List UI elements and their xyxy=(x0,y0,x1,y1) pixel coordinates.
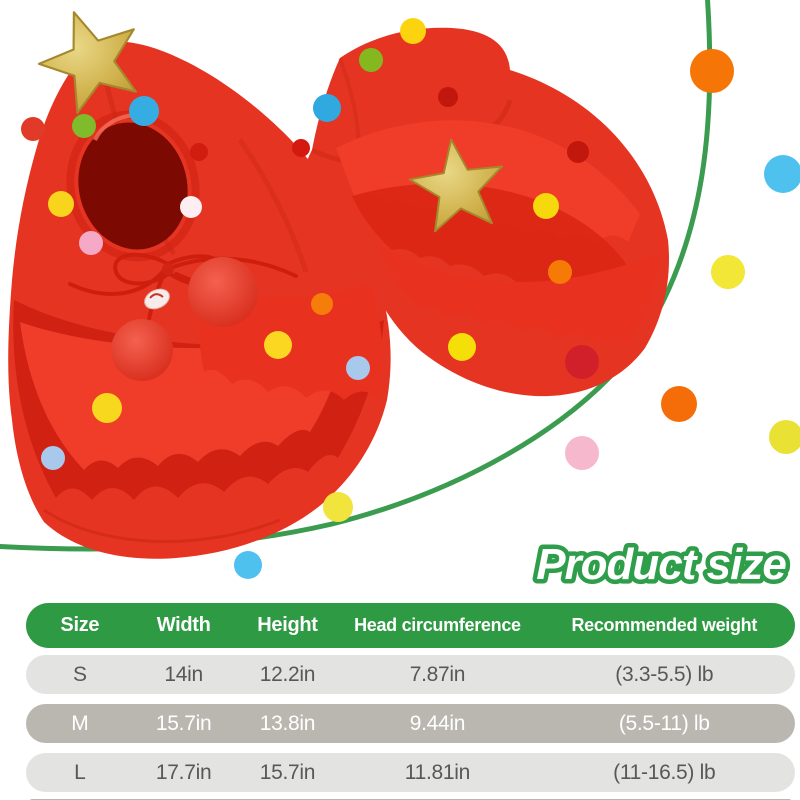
cell-width: 14in xyxy=(164,662,203,686)
cell-size: S xyxy=(72,662,87,686)
pom-dot xyxy=(129,96,159,126)
hood-face-opening xyxy=(78,122,188,250)
column-header-height: Height xyxy=(257,614,318,636)
pom-dot xyxy=(92,393,122,423)
gold-star-icon xyxy=(37,11,138,115)
cell-recommended-weight: (11-16.5) lb xyxy=(613,760,716,784)
red-pom-large xyxy=(111,319,173,381)
pom-dot xyxy=(565,436,599,470)
table-header-row: Size Width Height Head circumference Rec… xyxy=(26,603,795,648)
pom-dot xyxy=(323,492,353,522)
pom-dot xyxy=(448,333,476,361)
pom-dot xyxy=(661,386,697,422)
pom-dot xyxy=(292,139,310,157)
cell-height: 15.7in xyxy=(259,760,316,784)
red-pom-large xyxy=(188,257,258,327)
cell-height: 13.8in xyxy=(259,711,316,735)
pom-dot xyxy=(711,255,745,289)
cell-size: L xyxy=(74,760,86,784)
pom-dot xyxy=(264,331,292,359)
pom-dot xyxy=(48,191,74,217)
table-row-size-m: M 15.7in 13.8in 9.44in (5.5-11) lb xyxy=(26,704,795,743)
pom-dot xyxy=(764,155,800,193)
cell-width: 15.7in xyxy=(155,711,212,735)
pom-dot xyxy=(79,231,103,255)
pom-dot xyxy=(533,193,559,219)
pom-dot xyxy=(180,196,202,218)
pom-dot xyxy=(234,551,262,579)
product-size-label: Product size xyxy=(536,540,786,589)
column-header-width: Width xyxy=(156,614,211,636)
pom-dot xyxy=(190,143,208,161)
size-table: Size Width Height Head circumference Rec… xyxy=(26,603,795,800)
cell-recommended-weight: (5.5-11) lb xyxy=(618,711,710,735)
pom-dot xyxy=(548,260,572,284)
cell-size: M xyxy=(71,711,89,735)
pom-dot xyxy=(72,114,96,138)
pom-dot xyxy=(438,87,458,107)
brand-tag xyxy=(144,288,170,310)
pom-dot xyxy=(359,48,383,72)
pom-dot xyxy=(346,356,370,380)
column-header-recommended-weight: Recommended weight xyxy=(571,615,758,635)
table-row-size-s: S 14in 12.2in 7.87in (3.3-5.5) lb xyxy=(26,655,795,694)
cell-width: 17.7in xyxy=(155,760,212,784)
pom-dot xyxy=(21,117,45,141)
pom-dot xyxy=(769,420,800,454)
gold-star-icon xyxy=(408,138,504,233)
cell-head-circumference: 11.81in xyxy=(404,760,471,784)
product-photo-art: Product size xyxy=(0,0,800,594)
pom-dot xyxy=(400,18,426,44)
column-header-size: Size xyxy=(60,614,100,636)
table-row-size-l: L 17.7in 15.7in 11.81in (11-16.5) lb xyxy=(26,753,795,792)
column-header-head-circumference: Head circumference xyxy=(354,615,521,635)
cell-head-circumference: 9.44in xyxy=(409,711,466,735)
pom-dot xyxy=(565,345,599,379)
pom-dot xyxy=(313,94,341,122)
cell-recommended-weight: (3.3-5.5) lb xyxy=(615,662,714,686)
left-costume-cape xyxy=(8,11,391,559)
pom-dots-layer xyxy=(21,18,800,579)
dress-hem-ruffle xyxy=(380,246,660,344)
cell-height: 12.2in xyxy=(259,662,316,686)
pom-dot xyxy=(41,446,65,470)
cell-head-circumference: 7.87in xyxy=(409,662,466,686)
pom-dot xyxy=(690,49,734,93)
pom-dot xyxy=(311,293,333,315)
pom-dot xyxy=(567,141,589,163)
